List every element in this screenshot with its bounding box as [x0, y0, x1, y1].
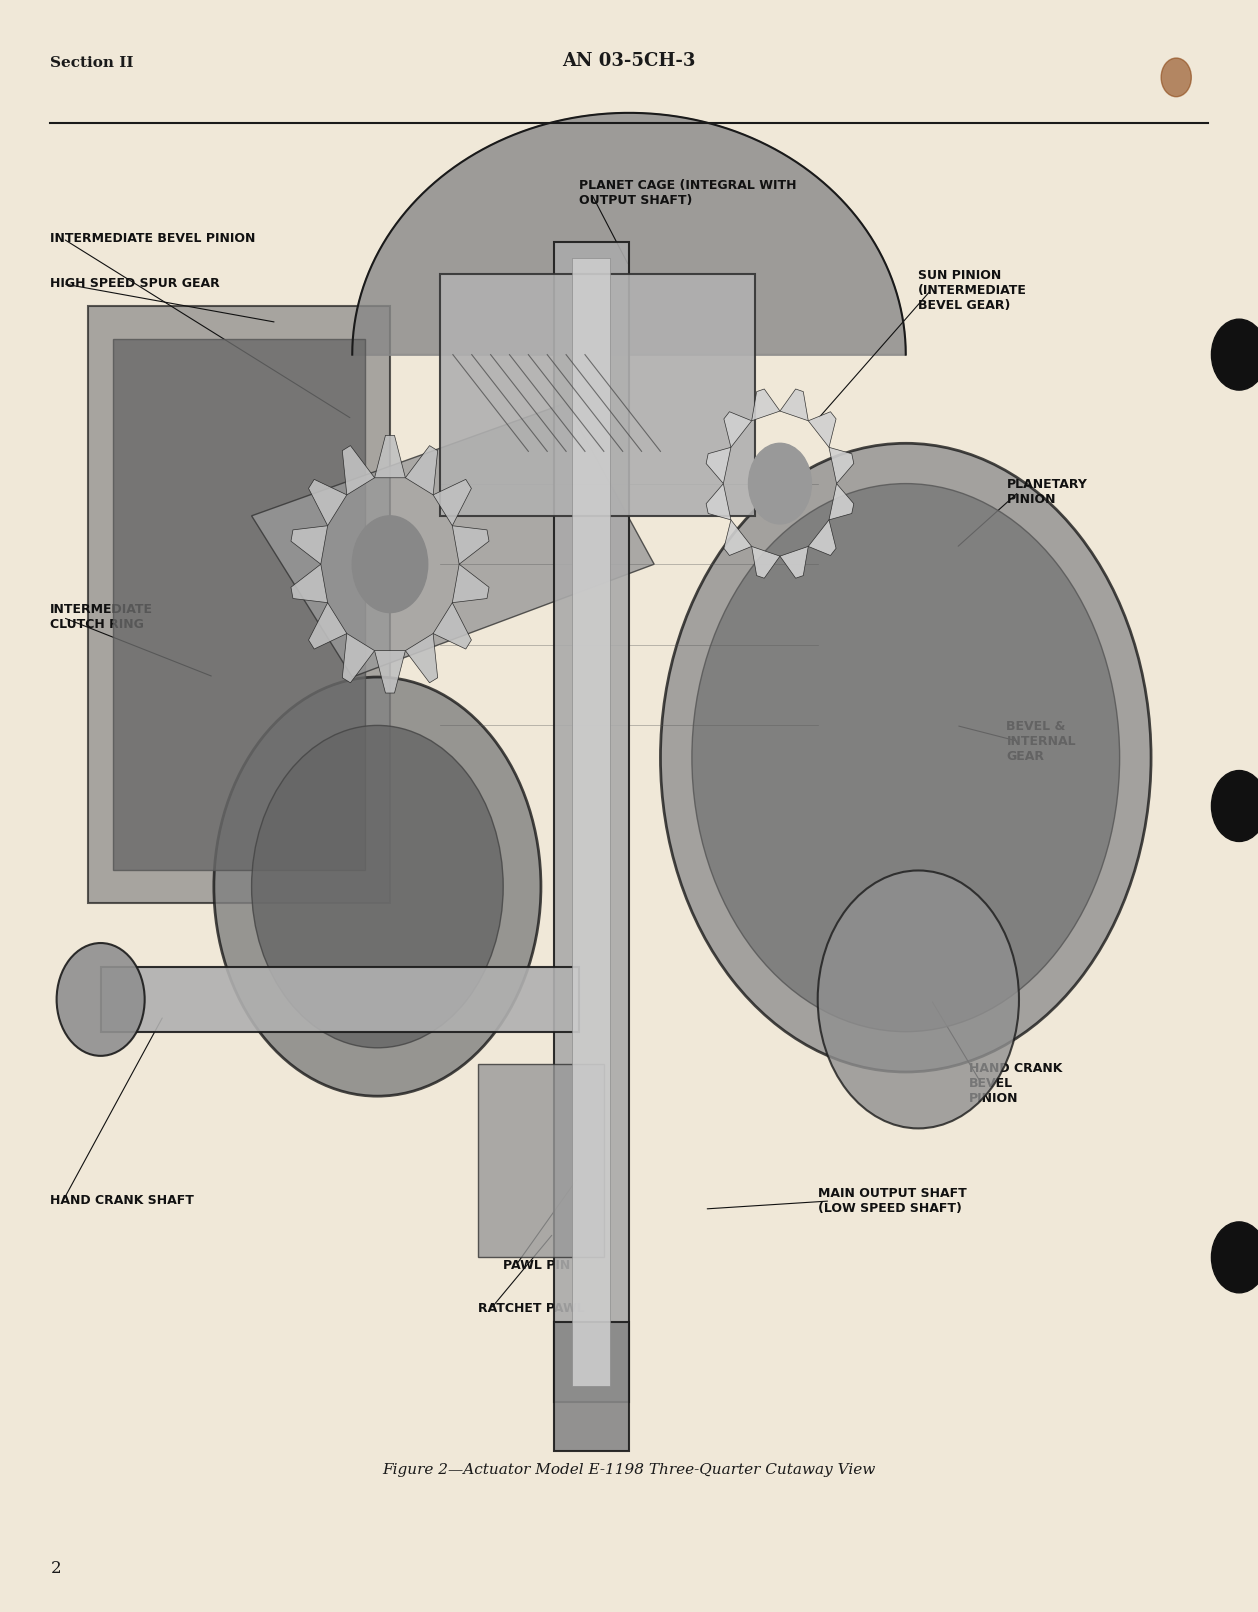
Text: Section II: Section II: [50, 56, 133, 71]
Text: INTERMEDIATE
CLUTCH RING: INTERMEDIATE CLUTCH RING: [50, 603, 153, 632]
Bar: [554, 1322, 629, 1451]
Polygon shape: [375, 651, 405, 693]
FancyBboxPatch shape: [113, 339, 365, 870]
Text: HAND CRANK SHAFT: HAND CRANK SHAFT: [50, 1194, 194, 1207]
Bar: [572, 258, 610, 1386]
Polygon shape: [352, 113, 906, 355]
Bar: [440, 274, 755, 516]
Text: INTERMEDIATE BEVEL PINION: INTERMEDIATE BEVEL PINION: [50, 232, 255, 245]
Circle shape: [352, 516, 428, 613]
Polygon shape: [706, 484, 731, 521]
Text: SUN PINION
(INTERMEDIATE
BEVEL GEAR): SUN PINION (INTERMEDIATE BEVEL GEAR): [918, 269, 1028, 311]
Bar: [478, 1064, 604, 1257]
Polygon shape: [780, 388, 808, 421]
Polygon shape: [723, 521, 751, 556]
Polygon shape: [453, 526, 489, 564]
Polygon shape: [252, 403, 654, 677]
Polygon shape: [751, 388, 780, 421]
Polygon shape: [291, 564, 327, 603]
Text: HIGH SPEED SPUR GEAR: HIGH SPEED SPUR GEAR: [50, 277, 220, 290]
Polygon shape: [808, 521, 837, 556]
Polygon shape: [829, 484, 854, 521]
Bar: [101, 967, 579, 1032]
Circle shape: [1161, 58, 1191, 97]
Polygon shape: [291, 526, 327, 564]
Text: RATCHET PAWL: RATCHET PAWL: [478, 1302, 585, 1315]
Polygon shape: [723, 411, 751, 448]
Text: PLANET CAGE (INTEGRAL WITH
OUTPUT SHAFT): PLANET CAGE (INTEGRAL WITH OUTPUT SHAFT): [579, 179, 796, 208]
Circle shape: [214, 677, 541, 1096]
Circle shape: [818, 870, 1019, 1128]
Polygon shape: [453, 564, 489, 603]
Polygon shape: [405, 445, 438, 495]
FancyBboxPatch shape: [88, 306, 390, 903]
Circle shape: [749, 443, 811, 524]
Polygon shape: [342, 634, 375, 683]
Polygon shape: [375, 435, 405, 477]
Text: HAND CRANK
BEVEL
PINION: HAND CRANK BEVEL PINION: [969, 1062, 1062, 1104]
Bar: [554, 242, 629, 1402]
Circle shape: [252, 725, 503, 1048]
Text: BEVEL &
INTERNAL
GEAR: BEVEL & INTERNAL GEAR: [1006, 721, 1076, 762]
Text: Figure 2—Actuator Model E-1198 Three-Quarter Cutaway View: Figure 2—Actuator Model E-1198 Three-Qua…: [382, 1464, 876, 1477]
Polygon shape: [780, 546, 808, 579]
Polygon shape: [433, 603, 472, 650]
Polygon shape: [808, 411, 837, 448]
Polygon shape: [829, 448, 854, 484]
Polygon shape: [751, 546, 780, 579]
Polygon shape: [342, 445, 375, 495]
Polygon shape: [706, 448, 731, 484]
Text: 2: 2: [50, 1559, 60, 1577]
Circle shape: [1211, 1222, 1258, 1293]
Text: MAIN OUTPUT SHAFT
(LOW SPEED SHAFT): MAIN OUTPUT SHAFT (LOW SPEED SHAFT): [818, 1186, 966, 1215]
Text: AN 03-5CH-3: AN 03-5CH-3: [562, 52, 696, 69]
Text: PLANETARY
PINION: PLANETARY PINION: [1006, 477, 1087, 506]
Polygon shape: [308, 603, 347, 650]
Circle shape: [1211, 771, 1258, 841]
Text: PAWL PIN: PAWL PIN: [503, 1259, 570, 1272]
Polygon shape: [405, 634, 438, 683]
Circle shape: [57, 943, 145, 1056]
Polygon shape: [433, 479, 472, 526]
Polygon shape: [308, 479, 347, 526]
Circle shape: [1211, 319, 1258, 390]
Circle shape: [692, 484, 1120, 1032]
Circle shape: [660, 443, 1151, 1072]
